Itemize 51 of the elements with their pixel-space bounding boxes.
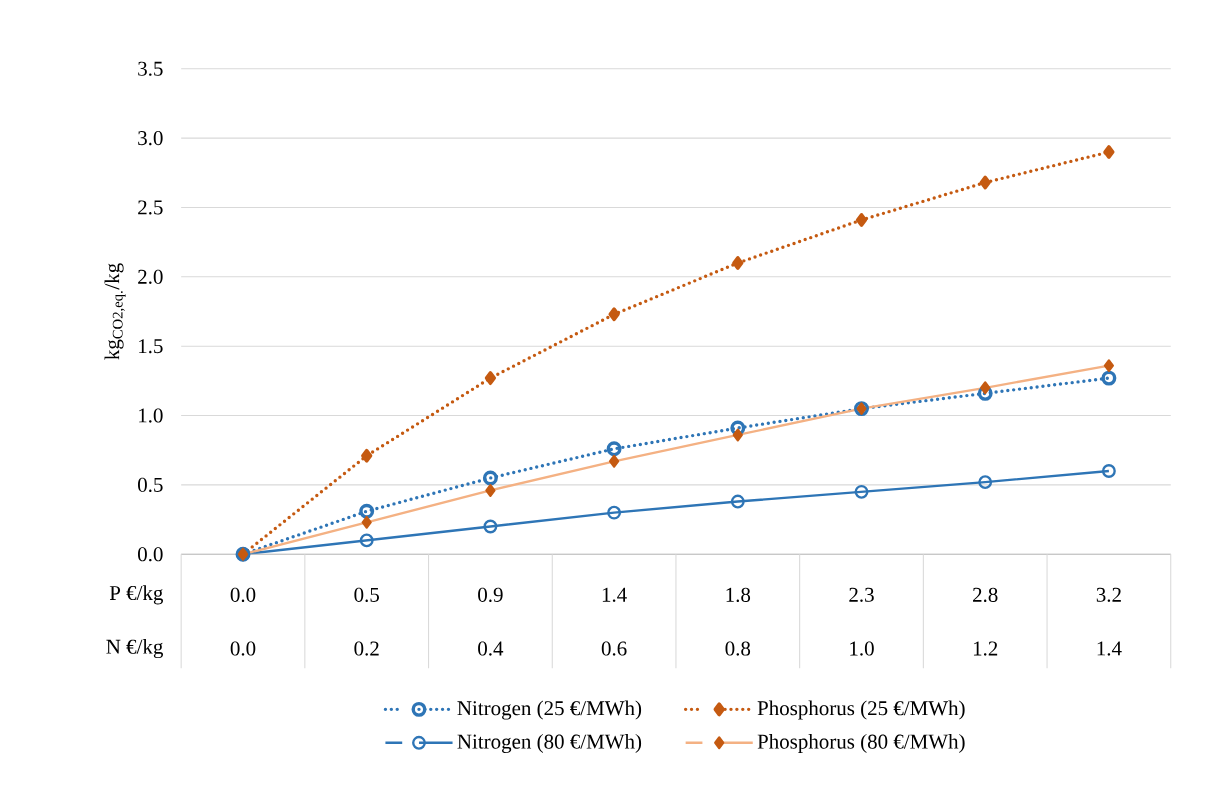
point [732, 256, 744, 271]
x-tick-label: 1.8 [726, 587, 751, 603]
x-tick-label: 2.3 [849, 587, 874, 603]
y-tick-label: 0.0 [138, 547, 163, 562]
text: 0.6 [601, 641, 627, 656]
y-tick-label: 2.5 [138, 200, 163, 215]
point [607, 505, 622, 520]
legend-label: Phosphorus (80 €/MWh) [757, 734, 965, 754]
x-tick-label: 1.4 [602, 587, 627, 603]
x-tick-label: 0.5 [354, 587, 379, 603]
point [855, 213, 868, 228]
y-tick-label: 3.5 [138, 61, 163, 76]
point [483, 519, 498, 534]
point [608, 307, 620, 322]
x-tick-label: 2.8 [973, 587, 998, 603]
point [730, 494, 745, 509]
y-axis-title: kg$_{CO2,eq.}$/kg [104, 263, 126, 360]
legend-label: Nitrogen (80 €/MWh) [457, 734, 642, 754]
point [978, 475, 993, 490]
point [1103, 145, 1115, 160]
x-axis-title: P €/kg [109, 585, 164, 605]
text: 1.2 [973, 641, 998, 656]
point [359, 503, 375, 519]
point [361, 448, 373, 463]
point [484, 371, 497, 386]
point [606, 441, 622, 457]
x-tick-label: 0.0 [230, 587, 256, 603]
y-tick-label: 1.5 [139, 339, 163, 354]
point [359, 533, 374, 548]
y-tick-label: 0.5 [138, 477, 163, 493]
x-tick-label: 0.9 [478, 587, 503, 603]
point [1101, 370, 1117, 386]
legend-label: Phosphorus (25 €/MWh) [757, 700, 965, 720]
y-tick-label: 3.0 [138, 131, 163, 146]
point [1101, 464, 1116, 479]
point [482, 470, 498, 486]
text: 0.8 [725, 641, 751, 656]
text: 0.4 [478, 641, 504, 656]
x-tick-label: 3.2 [1096, 587, 1121, 603]
text: 1.4 [1097, 641, 1122, 656]
point [979, 175, 991, 190]
y-tick-label: 1.0 [139, 408, 163, 423]
text: 1.0 [850, 641, 874, 656]
y-tick-label: 2.0 [138, 269, 163, 285]
text: N €/kg [106, 639, 164, 659]
point [730, 420, 746, 436]
text: 0.2 [354, 641, 379, 656]
point [977, 386, 993, 401]
text: 0.0 [230, 641, 256, 656]
point [854, 485, 869, 499]
legend-label: Nitrogen (25 €/MWh) [457, 700, 642, 720]
